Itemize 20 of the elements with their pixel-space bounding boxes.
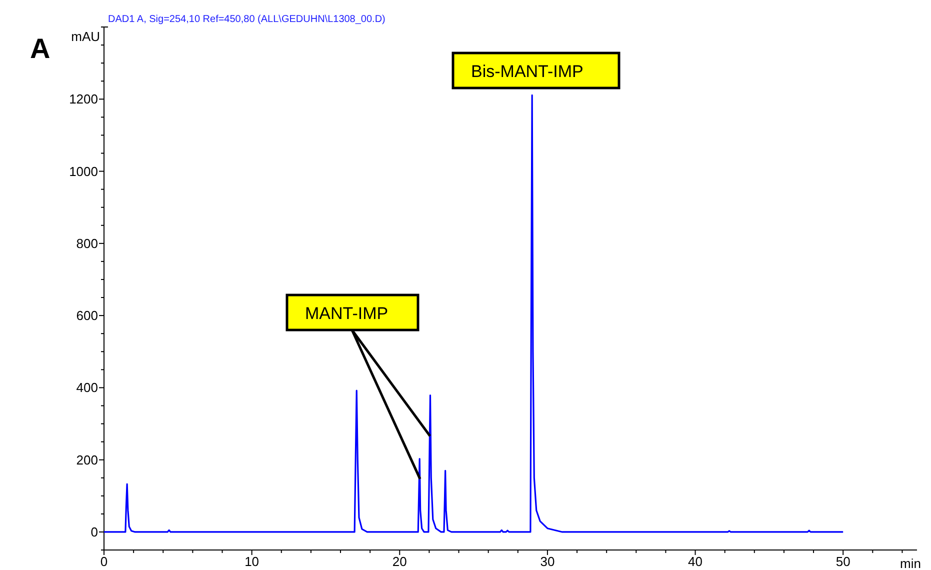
y-tick-label: 800 bbox=[76, 236, 98, 251]
y-tick-label: 1000 bbox=[69, 164, 98, 179]
chart-subtitle: DAD1 A, Sig=254,10 Ref=450,80 (ALL\GEDUHN\L1308_00.D) bbox=[108, 14, 386, 25]
chart-title: A bbox=[30, 33, 50, 64]
x-axis-title: min bbox=[900, 556, 921, 570]
annotation: MANT-IMP bbox=[305, 304, 388, 323]
y-tick-label: 0 bbox=[90, 524, 98, 540]
y-tick-label: 200 bbox=[76, 452, 98, 468]
x-tick-label: 30 bbox=[540, 554, 555, 569]
x-tick-label: 40 bbox=[688, 554, 703, 569]
line-series bbox=[103, 94, 844, 533]
annotation: Bis-MANT-IMP bbox=[471, 62, 584, 81]
x-tick-label: 0 bbox=[100, 554, 108, 569]
y-tick-label: 1200 bbox=[69, 92, 98, 107]
x-tick-label: 10 bbox=[244, 554, 260, 569]
x-tick-label: 20 bbox=[392, 554, 407, 569]
y-tick-label: 400 bbox=[76, 380, 98, 396]
y-tick-label: 600 bbox=[76, 308, 98, 324]
y-axis-title: mAU bbox=[71, 29, 100, 44]
x-tick-label: 50 bbox=[836, 554, 850, 569]
